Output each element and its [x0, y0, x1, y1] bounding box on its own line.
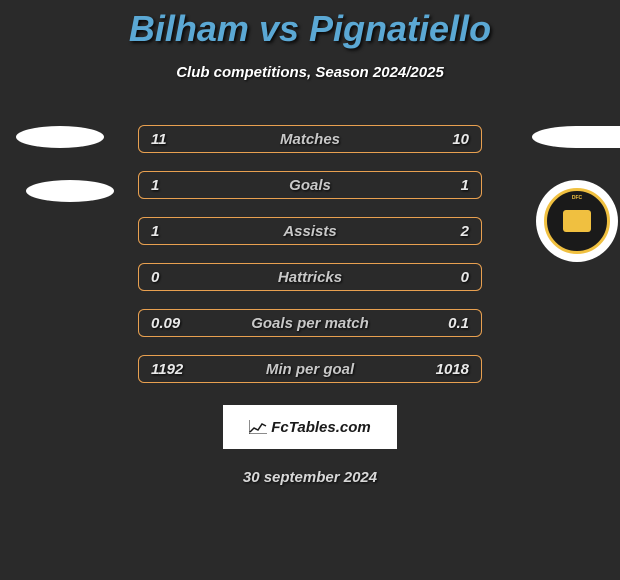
stat-left-value: 1	[151, 177, 159, 194]
stats-container: 11 Matches 10 1 Goals 1 1 Assists 2 0 Ha…	[0, 125, 620, 383]
stat-row-min-per-goal: 1192 Min per goal 1018	[138, 355, 482, 383]
stat-right-value: 1018	[436, 361, 469, 378]
stat-left-value: 1192	[151, 361, 183, 378]
stat-row-hattricks: 0 Hattricks 0	[138, 263, 482, 291]
stat-right-value: 2	[461, 223, 469, 240]
elephant-icon	[563, 210, 591, 232]
stat-row-matches: 11 Matches 10	[138, 125, 482, 153]
stat-label: Hattricks	[278, 269, 342, 286]
stat-row-goals: 1 Goals 1	[138, 171, 482, 199]
player2-name: Pignatiello	[309, 8, 491, 49]
subtitle: Club competitions, Season 2024/2025	[0, 64, 620, 81]
stat-left-value: 0.09	[151, 315, 180, 332]
vs-text: vs	[259, 8, 299, 49]
club-badge-abbr: DFC	[572, 195, 582, 201]
player1-name: Bilham	[129, 8, 249, 49]
date-label: 30 september 2024	[0, 469, 620, 486]
comparison-title: Bilham vs Pignatiello	[0, 0, 620, 50]
stat-label: Matches	[280, 131, 340, 148]
stat-right-value: 1	[461, 177, 469, 194]
chart-icon	[249, 420, 267, 434]
stat-left-value: 11	[151, 131, 167, 148]
player1-photo-placeholder-1	[16, 126, 104, 148]
brand-text: FcTables.com	[271, 419, 370, 436]
stat-right-value: 10	[452, 131, 469, 148]
stat-label: Goals	[289, 177, 331, 194]
brand-logo: FcTables.com	[249, 419, 370, 436]
stat-row-assists: 1 Assists 2	[138, 217, 482, 245]
stat-label: Goals per match	[251, 315, 369, 332]
stat-right-value: 0	[461, 269, 469, 286]
club-badge-inner: DFC	[544, 188, 610, 254]
player1-photo-placeholder-2	[26, 180, 114, 202]
stat-left-value: 1	[151, 223, 159, 240]
stat-right-value: 0.1	[448, 315, 469, 332]
player2-photo-placeholder	[532, 126, 620, 148]
stat-label: Assists	[283, 223, 336, 240]
brand-banner[interactable]: FcTables.com	[223, 405, 397, 449]
stat-left-value: 0	[151, 269, 159, 286]
club-badge: DFC	[536, 180, 618, 262]
stat-label: Min per goal	[266, 361, 354, 378]
stat-row-goals-per-match: 0.09 Goals per match 0.1	[138, 309, 482, 337]
